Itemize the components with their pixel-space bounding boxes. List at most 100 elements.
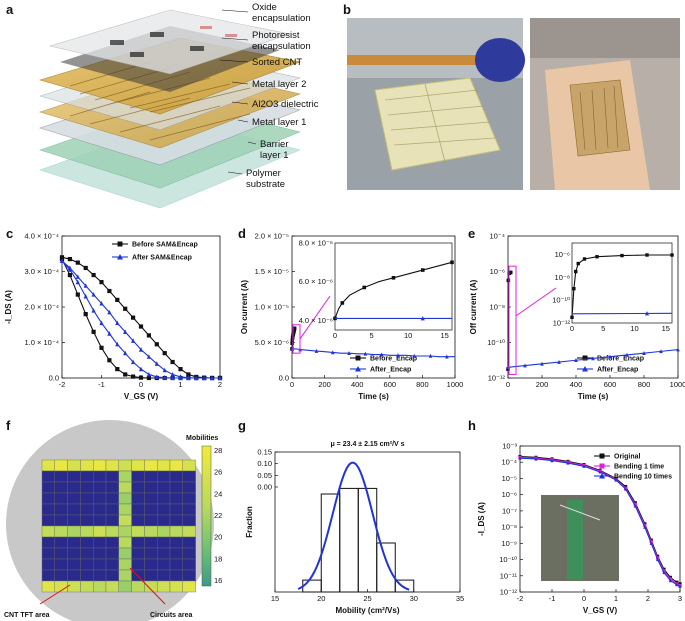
c-data-point: [154, 342, 159, 347]
panel-b-label: b: [343, 2, 351, 17]
layer-label-photoresist-2: encapsulation: [252, 41, 311, 52]
layer-label-metal2: Metal layer 2: [252, 79, 306, 90]
e-inset-data-point: [670, 253, 674, 257]
c-data-point: [115, 341, 120, 347]
f-heatmap-cell: [156, 459, 171, 472]
c-data-point: [202, 375, 207, 381]
chart-f-mobility-map: 16 18 20 22 24 26 28 Mobilities CNT TFT area Circ…: [4, 420, 222, 621]
d-xlabel: Time (s): [358, 392, 389, 401]
h-legend-1-marker: [599, 463, 605, 469]
f-heatmap-cell: [131, 580, 145, 593]
c-data-point: [194, 375, 199, 381]
c-series-reverse-line: [61, 258, 220, 379]
f-heatmap-cell: [169, 536, 184, 549]
f-heatmap-cell: [169, 481, 184, 494]
f-heatmap-cell: [169, 514, 184, 527]
f-colorbar: [201, 445, 212, 587]
d-ytick-label: 2.0 × 10⁻⁵: [255, 232, 289, 241]
f-heatmap-cell: [144, 558, 158, 571]
g-histogram-bar: [302, 579, 322, 593]
f-heatmap-cell: [182, 470, 196, 483]
f-heatmap-cell: [118, 459, 132, 472]
f-heatmap-cell: [54, 536, 68, 549]
d-legend-1-marker: [355, 366, 361, 372]
c-data-point: [115, 297, 120, 302]
c-ytick-label: 1.0 × 10⁻⁴: [25, 338, 60, 347]
f-heatmap-cell: [182, 569, 196, 582]
e-inset-data-point: [576, 261, 580, 266]
f-heatmap-cell: [54, 514, 68, 527]
f-heatmap-cell: [67, 470, 81, 483]
c-data-point: [186, 372, 191, 377]
layer-label-oxide-1: Oxide: [252, 2, 277, 13]
e-ylabel: Off current (A): [469, 279, 478, 334]
panel-h-label: h: [468, 418, 476, 433]
d-inset-data-point: [362, 285, 367, 290]
f-heatmap-cell: [67, 569, 81, 582]
h-data-point: [649, 541, 653, 545]
f-heatmap-cell: [105, 536, 120, 549]
e-inset-xtick-label: 0: [570, 324, 574, 333]
c-ylabel: -I_DS (A): [4, 290, 13, 324]
h-legend-0-label: Original: [614, 454, 641, 461]
c-data-point: [146, 354, 151, 359]
e-data-point: [508, 270, 513, 275]
e-data-point: [642, 350, 646, 355]
e-inset-ytick-label: 10⁻¹⁰: [552, 296, 570, 305]
d-inset-xtick-label: 0: [333, 331, 337, 340]
panel-a-label: a: [6, 2, 14, 17]
f-heatmap-cell: [118, 470, 132, 483]
c-data-point: [67, 272, 72, 278]
h-data-point: [656, 557, 660, 562]
d-zoom-arrow: [299, 295, 331, 340]
c-data-point: [99, 280, 104, 285]
f-heatmap-cell: [156, 536, 171, 549]
f-heatmap-cell: [156, 580, 171, 593]
e-inset-data-point: [595, 255, 599, 259]
f-heatmap-cell: [41, 470, 56, 483]
f-heatmap-cell: [92, 558, 107, 571]
c-data-point: [162, 351, 167, 356]
d-data-point: [445, 354, 449, 359]
c-data-point: [99, 345, 104, 350]
c-xtick-label: -2: [59, 380, 66, 389]
f-heatmap-cell: [41, 569, 56, 582]
f-heatmap-cell: [80, 459, 94, 472]
f-colorbar-tick-label: 28: [214, 446, 222, 455]
f-heatmap-cell: [131, 459, 145, 472]
f-heatmap-cell: [118, 580, 132, 593]
c-data-point: [115, 320, 120, 326]
c-data-point: [146, 371, 151, 377]
f-heatmap-cell: [105, 580, 120, 593]
e-inset-ytick-label: 10⁻⁸: [555, 273, 570, 282]
f-heatmap-cell: [41, 525, 56, 538]
h-data-point: [643, 525, 647, 529]
e-xtick-label: 800: [638, 380, 651, 389]
d-xtick-label: 600: [384, 380, 397, 389]
h-xtick-label: 1: [614, 594, 618, 603]
f-heatmap-cell: [118, 514, 132, 527]
c-data-point: [162, 367, 167, 373]
f-heatmap-cell: [182, 459, 196, 472]
f-heatmap-cell: [41, 580, 56, 593]
f-colorbar-tick-label: 26: [214, 468, 222, 477]
f-heatmap-cell: [131, 481, 145, 494]
chart-h-bending: -2 -1 0 1 2 3 10⁻¹² 10⁻¹¹ 10⁻¹⁰ 10⁻⁹ 10⁻⁸ 10⁻⁷ 10⁻⁶ 1…: [477, 442, 682, 616]
e-data-point: [659, 349, 663, 354]
f-heatmap-cell: [118, 492, 132, 505]
c-ytick-label: 4.0 × 10⁻⁴: [25, 232, 60, 241]
e-legend-0-marker: [582, 355, 588, 361]
e-legend-0-label: Before_Encap: [597, 356, 644, 363]
c-series-forward-line: [61, 260, 220, 379]
e-inset-data-point: [570, 315, 574, 319]
c-ytick-label: 2.0 × 10⁻⁴: [25, 303, 60, 312]
c-data-point: [131, 338, 136, 343]
f-heatmap-cell: [131, 525, 145, 538]
layer-stack-illustration: [38, 9, 302, 209]
e-xlabel: Time (s): [578, 392, 609, 401]
f-heatmap-cell: [92, 547, 107, 560]
e-data-point: [591, 356, 595, 361]
d-xtick-label: 200: [318, 380, 331, 389]
layer-leader-lines: [219, 9, 257, 175]
c-ytick-label: 3.0 × 10⁻⁴: [25, 267, 60, 276]
